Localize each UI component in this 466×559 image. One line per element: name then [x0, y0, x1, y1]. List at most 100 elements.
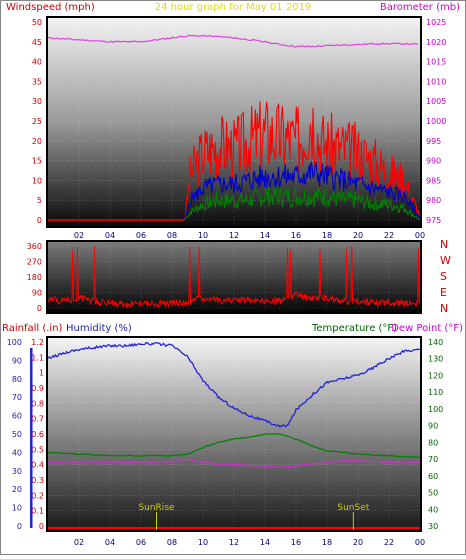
- hour-tick-label: 04: [105, 538, 115, 547]
- chart-title: 24 hour graph for May 01 2019: [155, 2, 312, 13]
- humidity-tick-label: 50: [12, 430, 22, 439]
- hour-tick-label: 22: [384, 538, 394, 547]
- dewpoint-axis-title: Dew Point (°F): [391, 323, 463, 334]
- windspeed-tick-label: 40: [32, 58, 42, 67]
- barometer-line: [47, 34, 419, 48]
- humidity-tick-label: 0: [17, 522, 22, 531]
- windspeed-axis-title: Windspeed (mph): [6, 2, 95, 13]
- rainfall-tick-label: 0.3: [31, 476, 44, 485]
- sunset-marker: SunSet: [337, 503, 370, 530]
- hour-tick-label: 02: [74, 231, 84, 240]
- hour-tick-label: 22: [384, 231, 394, 240]
- barometer-tick-label: 980: [426, 196, 441, 205]
- panel2-grid: [48, 245, 421, 309]
- temperature-tick-label: 110: [428, 388, 443, 397]
- temperature-axis-title: Temperature (°F): [311, 323, 397, 334]
- rainfall-tick-label: 1.2: [31, 338, 44, 347]
- hour-tick-label: 00: [415, 231, 425, 240]
- temperature-line: [47, 432, 421, 459]
- temperature-tick-label: 140: [428, 338, 443, 347]
- direction-tick-label: 90: [32, 289, 42, 298]
- hour-tick-label: 10: [198, 538, 208, 547]
- windspeed-tick-label: 25: [32, 117, 42, 126]
- windspeed-tick-label: 30: [32, 97, 42, 106]
- windspeed-tick-label: 5: [37, 196, 42, 205]
- rainfall-axis-title: Rainfall (.in): [2, 323, 63, 334]
- hour-tick-label: 14: [260, 538, 270, 547]
- humidity-tick-label: 100: [7, 338, 22, 347]
- windspeed-tick-label: 35: [32, 77, 42, 86]
- barometer-tick-labels: 975 980 985 990 995 1000 1005 1010 1015 1020 1025: [426, 18, 446, 225]
- humidity-tick-label: 10: [12, 504, 22, 513]
- barometer-tick-label: 1015: [426, 58, 446, 67]
- humidity-line: [47, 341, 421, 429]
- temperature-tick-label: 80: [428, 438, 438, 447]
- rainfall-tick-label: 0.7: [31, 415, 44, 424]
- hour-tick-label: 06: [136, 538, 146, 547]
- sunset-label: SunSet: [337, 503, 369, 513]
- dewpoint-line: [47, 458, 421, 469]
- hour-tick-label: 04: [105, 231, 115, 240]
- hour-tick-label: 10: [198, 231, 208, 240]
- panel3-background: [48, 338, 420, 530]
- barometer-tick-label: 1005: [426, 97, 446, 106]
- hour-tick-label: 00: [415, 538, 425, 547]
- panel1-hour-labels: 02 04 06 08 10 12 14 16 18 20 22 00: [74, 231, 425, 240]
- humidity-axis-title: Humidity (%): [66, 323, 132, 334]
- compass-direction-label: E: [440, 286, 447, 299]
- temperature-tick-label: 60: [428, 472, 438, 481]
- windspeed-tick-label: 20: [32, 137, 42, 146]
- rainfall-tick-label: 1: [39, 369, 44, 378]
- humidity-tick-label: 80: [12, 375, 22, 384]
- barometer-tick-label: 990: [426, 157, 441, 166]
- temperature-tick-label: 50: [428, 489, 438, 498]
- barometer-tick-label: 985: [426, 176, 441, 185]
- wind-direction-tick-labels: 0 90 180 270 360: [27, 242, 42, 313]
- humidity-tick-label: 70: [12, 393, 22, 402]
- wind-direction-line: [47, 246, 420, 309]
- barometer-axis-title: Barometer (mb): [380, 2, 460, 13]
- hour-tick-label: 08: [167, 231, 177, 240]
- humidity-tick-label: 90: [12, 356, 22, 365]
- temperature-tick-labels: 30 40 50 60 70 80 90 100 110 120 130 140: [428, 338, 443, 531]
- temperature-tick-label: 100: [428, 405, 443, 414]
- compass-direction-label: N: [440, 238, 448, 251]
- hour-tick-label: 18: [322, 231, 332, 240]
- panel3-hour-labels: 02 04 06 08 10 12 14 16 18 20 22 00: [74, 538, 425, 547]
- rainfall-tick-labels: 0 0.1 0.2 0.3 0.4 0.5 0.6 0.7 0.8 0.9 1 1.1 1.2: [31, 338, 44, 531]
- hour-tick-label: 18: [322, 538, 332, 547]
- direction-tick-label: 0: [37, 304, 42, 313]
- panel1-series: [47, 34, 421, 221]
- panel2-series: [47, 246, 420, 309]
- humidity-tick-label: 60: [12, 412, 22, 421]
- rainfall-tick-label: 0.4: [31, 461, 44, 470]
- rainfall-tick-label: 0.1: [31, 507, 44, 516]
- barometer-tick-label: 1000: [426, 117, 446, 126]
- humidity-tick-labels: 0 10 20 30 40 50 60 70 80 90 100: [7, 338, 22, 531]
- hour-tick-label: 16: [291, 231, 301, 240]
- sunrise-marker: SunRise: [138, 503, 175, 530]
- temperature-tick-label: 90: [428, 422, 438, 431]
- windspeed-tick-label: 50: [32, 18, 42, 27]
- temperature-tick-label: 120: [428, 371, 443, 380]
- direction-tick-label: 270: [27, 258, 42, 267]
- humidity-tick-label: 40: [12, 448, 22, 457]
- windspeed-tick-labels: 0 5 10 15 20 25 30 35 40 45 50: [32, 18, 42, 225]
- rainfall-tick-label: 0.6: [31, 430, 44, 439]
- rainfall-tick-label: 0.2: [31, 491, 44, 500]
- hour-tick-label: 12: [229, 231, 239, 240]
- direction-tick-label: 180: [27, 273, 42, 282]
- hour-tick-label: 12: [229, 538, 239, 547]
- hour-tick-label: 20: [353, 538, 363, 547]
- sunrise-label: SunRise: [138, 503, 175, 513]
- rainfall-tick-label: 0.9: [31, 384, 44, 393]
- hour-tick-label: 06: [136, 231, 146, 240]
- temperature-tick-label: 70: [428, 455, 438, 464]
- barometer-tick-label: 1025: [426, 18, 446, 27]
- windspeed-tick-label: 0: [37, 216, 42, 225]
- barometer-tick-label: 1020: [426, 38, 446, 47]
- windspeed-tick-label: 10: [32, 176, 42, 185]
